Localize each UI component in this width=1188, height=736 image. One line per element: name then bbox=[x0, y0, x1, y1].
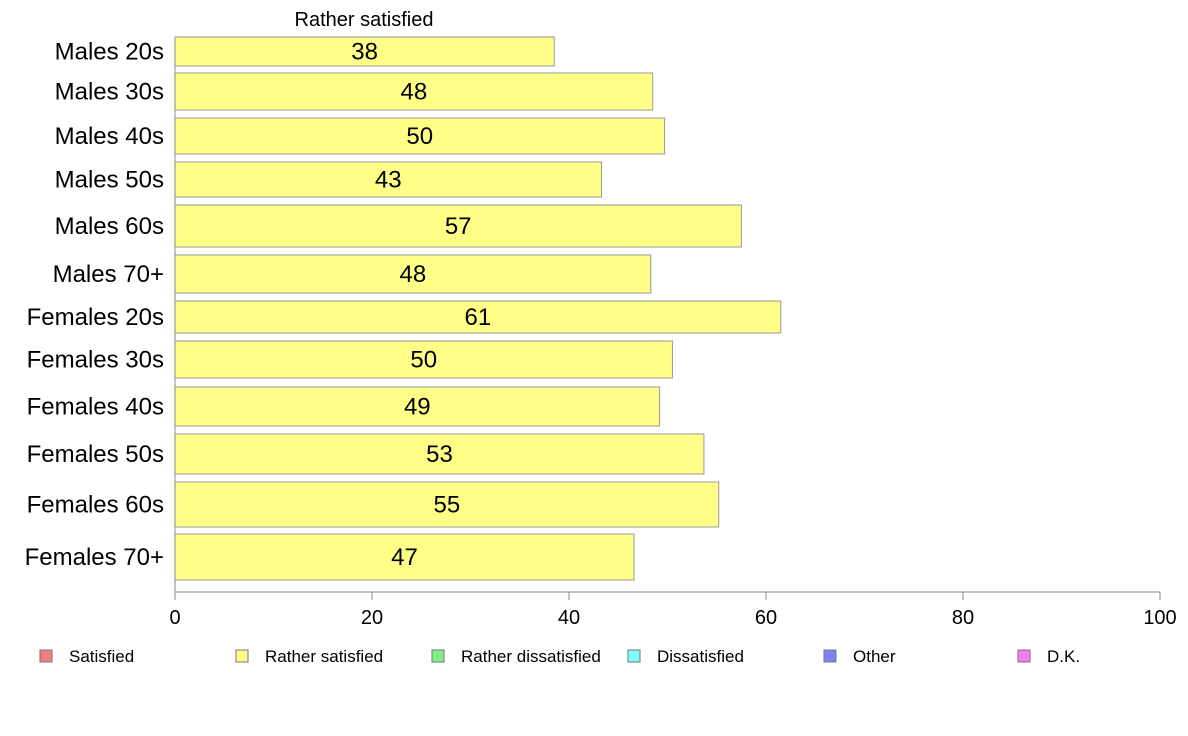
x-tick-label: 100 bbox=[1143, 607, 1176, 629]
category-label: Females 40s bbox=[27, 394, 164, 421]
legend-label: Rather dissatisfied bbox=[461, 647, 601, 666]
bar bbox=[174, 433, 705, 475]
data-label: 47 bbox=[391, 544, 418, 571]
category-label: Males 60s bbox=[55, 213, 164, 240]
legend-swatch bbox=[1017, 649, 1031, 663]
data-label: 48 bbox=[401, 79, 428, 106]
bar bbox=[174, 533, 635, 581]
legend-label: Satisfied bbox=[69, 647, 134, 666]
legend-swatch bbox=[627, 649, 641, 663]
category-label: Males 70+ bbox=[53, 261, 164, 288]
chart-title: Rather satisfied bbox=[295, 9, 434, 31]
bar bbox=[174, 481, 720, 528]
category-label: Males 20s bbox=[55, 39, 164, 66]
x-tick-label: 60 bbox=[755, 607, 777, 629]
x-tick-label: 20 bbox=[361, 607, 383, 629]
x-tick-label: 80 bbox=[952, 607, 974, 629]
bar bbox=[174, 254, 652, 294]
bar bbox=[174, 117, 666, 155]
legend-label: D.K. bbox=[1047, 647, 1080, 666]
data-label: 53 bbox=[426, 441, 453, 468]
data-label: 48 bbox=[400, 261, 427, 288]
category-label: Males 30s bbox=[55, 79, 164, 106]
x-tick-label: 0 bbox=[169, 607, 180, 629]
data-label: 38 bbox=[351, 39, 378, 66]
bars-group: 38 Males 20s 48 Males 30s 50 Males 40s 43 Males… bbox=[25, 36, 782, 581]
bar bbox=[174, 300, 782, 334]
legend-swatch bbox=[431, 649, 445, 663]
data-label: 50 bbox=[406, 123, 433, 150]
category-label: Males 50s bbox=[55, 167, 164, 194]
legend: Satisfied Rather satisfied Rather dissatis… bbox=[39, 647, 1080, 666]
legend-swatch bbox=[235, 649, 249, 663]
bar bbox=[174, 72, 654, 111]
legend-swatch bbox=[823, 649, 837, 663]
x-tick-label: 40 bbox=[558, 607, 580, 629]
bar bbox=[174, 204, 742, 248]
category-label: Females 30s bbox=[27, 347, 164, 374]
data-label: 49 bbox=[404, 394, 431, 421]
category-label: Females 50s bbox=[27, 441, 164, 468]
category-label: Females 20s bbox=[27, 304, 164, 331]
category-label: Females 70+ bbox=[25, 544, 164, 571]
legend-label: Other bbox=[853, 647, 896, 666]
data-label: 57 bbox=[445, 213, 472, 240]
bar bbox=[174, 36, 555, 67]
legend-label: Rather satisfied bbox=[265, 647, 383, 666]
data-label: 55 bbox=[434, 492, 461, 519]
category-label: Females 60s bbox=[27, 492, 164, 519]
data-label: 50 bbox=[410, 347, 437, 374]
x-axis: 0 20 40 60 80 100 bbox=[169, 37, 1177, 629]
category-label: Males 40s bbox=[55, 123, 164, 150]
bar bbox=[174, 161, 603, 198]
legend-label: Dissatisfied bbox=[657, 647, 744, 666]
data-label: 43 bbox=[375, 167, 402, 194]
legend-swatch bbox=[39, 649, 53, 663]
data-label: 61 bbox=[465, 304, 492, 331]
